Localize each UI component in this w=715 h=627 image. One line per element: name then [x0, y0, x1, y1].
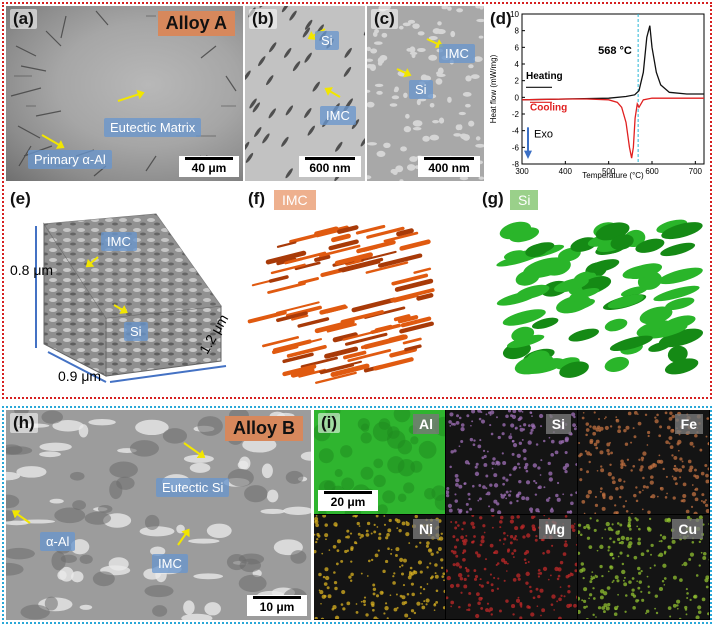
- scale-h-text: 10 μm: [259, 600, 295, 614]
- panel-a: (a) Alloy A Eutectic Matrix Primary α-Al…: [6, 6, 243, 181]
- panel-f: (f) IMC: [244, 186, 466, 396]
- edx-map-si: Si: [446, 410, 577, 514]
- series-cooling: [521, 97, 704, 159]
- edx-speckle-cu: [578, 515, 709, 619]
- panel-h-label: (h): [10, 413, 38, 433]
- edx-speckle-ni: [314, 515, 445, 619]
- edx-element-label: Mg: [538, 519, 571, 539]
- scale-b-text: 600 nm: [309, 161, 351, 175]
- tag-imc-e: IMC: [101, 232, 137, 251]
- alloy-a-title: Alloy A: [157, 11, 235, 36]
- alloy-b-title: Alloy B: [224, 416, 303, 441]
- exo-arrow-head: [524, 150, 532, 159]
- tag-imc-c: IMC: [439, 44, 475, 63]
- top-section-frame: [2, 2, 712, 399]
- heating-label: Heating: [526, 71, 563, 82]
- y-tick-label: 2: [515, 77, 520, 86]
- panel-h: (h) Alloy B Eutectic Si α-Al IMC 10 μm: [6, 410, 311, 620]
- peak-annotation: 568 °C: [598, 45, 632, 57]
- tag-alpha-al: α-Al: [40, 532, 76, 551]
- scale-i-text: 20 μm: [330, 495, 366, 509]
- edx-element-label: Si: [545, 414, 571, 434]
- panel-b: (b) Si IMC 600 nm: [245, 6, 365, 181]
- panel-d-label: (d): [490, 9, 512, 28]
- edx-map-mg: Mg: [446, 515, 577, 619]
- dim-height: 0.8 μm: [10, 262, 54, 278]
- y-tick-label: -4: [512, 127, 520, 136]
- panel-e: (e) IMC Si 0.8 μm 0.9 μm 1.2 μm: [6, 186, 236, 396]
- tomography-cube: [35, 213, 227, 383]
- edx-map-ni: Ni: [314, 515, 445, 619]
- imc-3d-render: [247, 224, 435, 384]
- panel-c: (c) IMC Si 400 nm: [367, 6, 484, 181]
- edx-map-cu: Cu: [578, 515, 709, 619]
- edx-speckle-fe: [578, 411, 709, 514]
- tag-imc-b: IMC: [320, 106, 356, 125]
- panel-g-label: (g): [482, 189, 504, 208]
- x-tick-label: 400: [559, 167, 573, 176]
- dsc-chart: 300 400 500 600 700 -8 -6 -4 -2 0 2 4 6 8 10 Temperatur…: [489, 10, 705, 180]
- y-axis-label: Heat flow (mW/mg): [489, 54, 498, 123]
- tag-si-g: Si: [510, 190, 539, 210]
- edx-element-label: Ni: [413, 519, 439, 539]
- x-tick-label: 700: [689, 167, 703, 176]
- tag-eutectic-matrix: Eutectic Matrix: [104, 118, 202, 137]
- panel-b-label: (b): [249, 9, 277, 29]
- scale-bar-b: 600 nm: [299, 156, 361, 177]
- si-3d-render: [496, 219, 704, 378]
- panel-e-label: (e): [10, 189, 31, 208]
- alloy-b-texture: [6, 410, 311, 620]
- y-tick-label: 0: [515, 93, 520, 102]
- tag-primary-al: Primary α-Al: [28, 150, 112, 169]
- edx-element-label: Fe: [674, 414, 703, 434]
- edx-speckle-si: [446, 410, 577, 514]
- cooling-label: Cooling: [530, 103, 567, 114]
- x-axis-label: Temperature (°C): [582, 171, 644, 180]
- edx-speckle-mg: [446, 515, 577, 619]
- panel-g: (g) Si: [478, 186, 710, 396]
- panel-i-label: (i): [318, 413, 341, 433]
- si-fiber-texture: [245, 6, 365, 181]
- y-tick-label: -6: [512, 143, 520, 152]
- tag-imc-h: IMC: [152, 554, 188, 573]
- edx-element-label: Cu: [672, 519, 703, 539]
- chart-plot-area: [521, 13, 705, 165]
- x-tick-label: 300: [515, 167, 529, 176]
- y-tick-label: 6: [515, 43, 520, 52]
- tag-imc-f: IMC: [274, 190, 316, 210]
- y-tick-label: -8: [512, 160, 520, 169]
- x-tick-label: 600: [645, 167, 659, 176]
- scale-bar-c: 400 nm: [418, 156, 480, 177]
- x-tick-label: 500: [602, 167, 616, 176]
- exo-label: Exo: [534, 128, 553, 140]
- tag-si-b: Si: [315, 31, 339, 50]
- panel-d: (d) 300 400 500 600 700 -8 -6 -4 -2 0 2 4 6 8 10 Temper…: [486, 6, 710, 181]
- bottom-section-frame: [2, 406, 712, 624]
- tag-eutectic-si: Eutectic Si: [156, 478, 230, 497]
- panel-i: Al Si Fe Ni Mg Cu (i) 20 μm: [314, 410, 710, 620]
- dim-width: 0.9 μm: [58, 368, 102, 384]
- tag-si-c: Si: [409, 80, 433, 99]
- scale-c-text: 400 nm: [428, 161, 470, 175]
- scale-bar-a: 40 μm: [179, 156, 239, 177]
- panel-f-label: (f): [248, 189, 265, 208]
- scale-bar-i: 20 μm: [318, 490, 378, 511]
- series-heating: [521, 25, 704, 101]
- y-tick-label: 8: [515, 27, 520, 36]
- panel-c-label: (c): [371, 9, 398, 29]
- scale-a-text: 40 μm: [191, 161, 227, 175]
- tag-si-e: Si: [124, 322, 148, 341]
- panel-a-label: (a): [10, 9, 37, 29]
- y-tick-label: -2: [512, 110, 520, 119]
- scale-bar-h: 10 μm: [247, 595, 307, 616]
- y-tick-label: 4: [515, 60, 520, 69]
- y-tick-label: 10: [510, 10, 519, 19]
- edx-element-label: Al: [413, 414, 439, 434]
- edx-map-fe: Fe: [578, 410, 709, 514]
- imc-particle-texture: [367, 6, 484, 181]
